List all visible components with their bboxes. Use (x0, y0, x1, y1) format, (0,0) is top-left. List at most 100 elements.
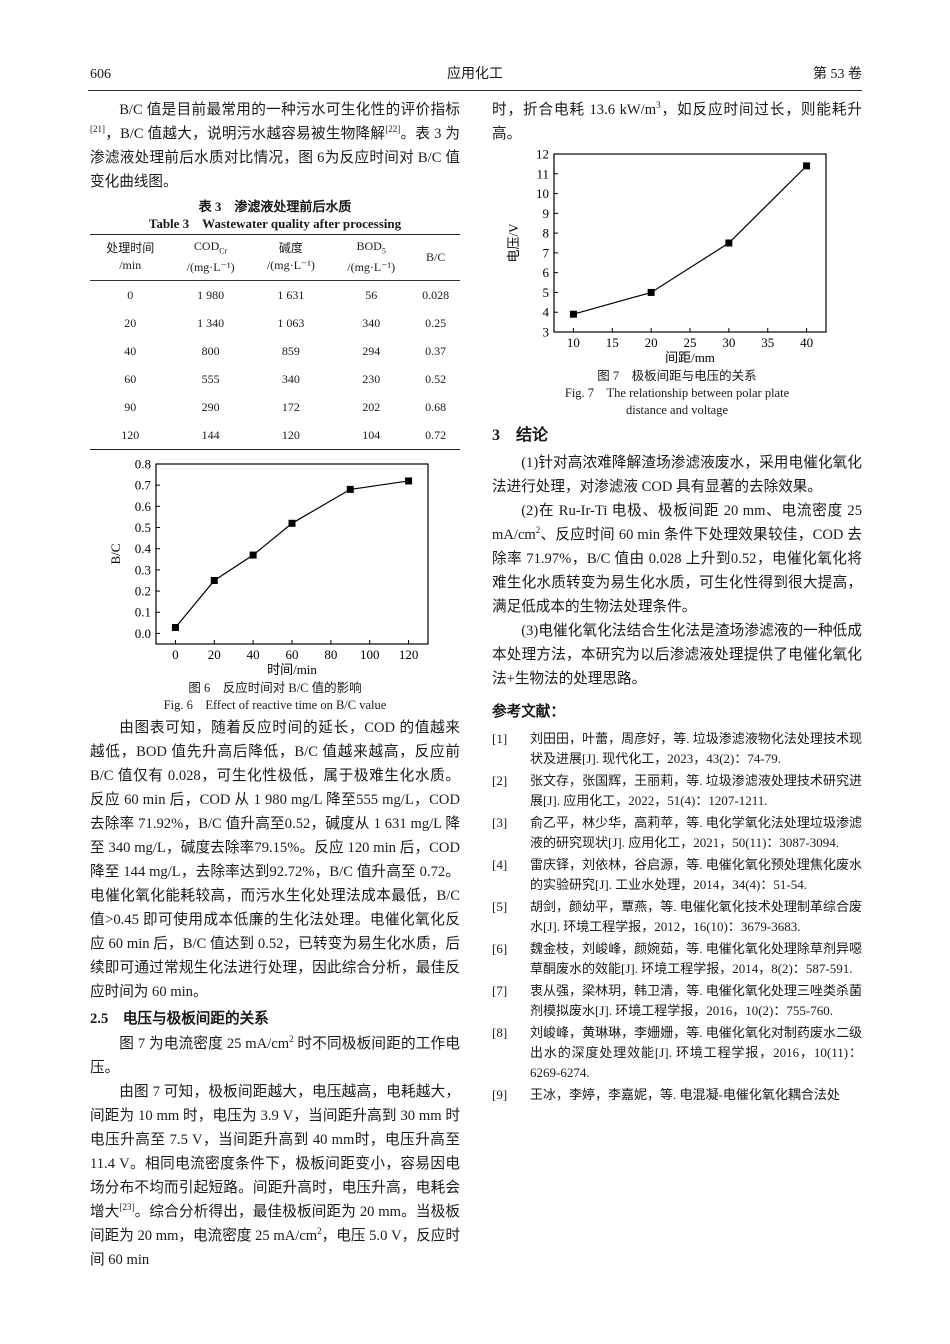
table-cell: 56 (365, 288, 378, 303)
superscript: 2 (289, 1034, 294, 1045)
text: B/C 值是目前最常用的一种污水可生化性的评价指标 (119, 102, 460, 118)
reference-text: 胡剑，颜幼平，覃燕，等. 电催化氧化技术处理制革综合废水[J]. 环境工程学报，… (530, 899, 862, 934)
data-point-marker (803, 162, 811, 170)
text: 图 7 为电流密度 25 mA/cm (119, 1036, 290, 1053)
y-tick-label: 0.6 (135, 499, 152, 514)
left-column: B/C 值是目前最常用的一种污水可生化性的评价指标 [21]，B/C 值越大，说明… (90, 98, 460, 1272)
x-tick-label: 40 (247, 647, 260, 662)
x-axis-label: 间距/mm (665, 350, 715, 365)
y-tick-label: 12 (536, 147, 549, 162)
conclusion-3: (3)电催化氧化法结合生化法是渣场渗滤液的一种低成本处理方法，本研究为以后渗滤液… (492, 623, 862, 687)
reference-item: [1] 刘田田，叶蕾，周彦好，等. 垃圾渗滤液物化法处理技术现状及进展[J]. 现… (492, 729, 862, 769)
reference-text: 刘峻峰，黄琳琳，李姗姗，等. 电催化氧化对制药废水二级出水的深度处理效能[J].… (530, 1025, 862, 1080)
table-cell: 1 340 (197, 316, 225, 331)
table-row: 120 144 120 104 0.72 (90, 421, 460, 451)
text: 由图 7 可知，极板间距越大，电压越高，电耗越大，间距为 10 mm 时，电压为… (90, 1084, 460, 1221)
series-line (174, 480, 409, 629)
y-axis-label: 电压/V (506, 223, 521, 263)
y-tick-label: 7 (543, 245, 550, 260)
y-tick-label: 8 (543, 226, 550, 241)
table-cell: 20 (124, 316, 137, 331)
text: (2)在 Ru-Ir-Ti 电极、极板间距 20 mm、电流密度 25 mA/c… (492, 503, 862, 543)
series-line (573, 165, 807, 315)
table-cell: 340 (281, 372, 300, 387)
x-tick-label: 15 (606, 335, 619, 350)
table-row: 40 800 859 294 0.37 (90, 337, 460, 365)
table-cell: 0.25 (425, 316, 447, 331)
reference-item: [8] 刘峻峰，黄琳琳，李姗姗，等. 电催化氧化对制药废水二级出水的深度处理效能[… (492, 1023, 862, 1083)
x-tick-label: 100 (360, 647, 380, 662)
table-cell: 0 (127, 288, 134, 303)
x-tick-label: 20 (208, 647, 221, 662)
table-cell: 90 (124, 400, 137, 415)
plot-frame (553, 153, 827, 333)
paragraph-voltage-analysis: 由图 7 可知，极板间距越大，电压越高，电耗越大，间距为 10 mm 时，电压为… (90, 1080, 460, 1272)
reference-text: 王冰，李婷，李嘉妮，等. 电混凝-电催化氧化耦合法处 (530, 1087, 840, 1102)
citation: [22] (385, 124, 401, 135)
section-heading-2-5: 2.5 电压与极板间距的关系 (90, 1011, 269, 1028)
reference-text: 雷庆铎，刘依林，谷启源，等. 电催化氧化预处理焦化废水的实验研究[J]. 工业水… (530, 857, 862, 892)
y-tick-label: 6 (543, 265, 550, 280)
figure-7-caption-en: Fig. 7 The relationship between polar pl… (564, 386, 790, 400)
conclusion-2: (2)在 Ru-Ir-Ti 电极、极板间距 20 mm、电流密度 25 mA/c… (492, 499, 862, 619)
figure-7-caption-cn: 图 7 极板间距与电压的关系 (597, 369, 757, 383)
table-title-en: Table 3 Wastewater quality after process… (148, 216, 402, 231)
data-point-marker (405, 477, 413, 485)
paragraph-fig7-intro: 图 7 为电流密度 25 mA/cm2 时不同极板间距的工作电压。 (90, 1032, 460, 1080)
y-tick-label: 0.5 (135, 520, 151, 535)
y-tick-label: 0.1 (135, 605, 151, 620)
table-row: 60 555 340 230 0.52 (90, 365, 460, 393)
x-tick-label: 60 (286, 647, 299, 662)
table-cell: 104 (331, 421, 412, 451)
data-point-marker (569, 310, 577, 318)
references-heading: 参考文献： (492, 704, 565, 720)
table-3: 处理时间/min CODCr/(mg·L⁻¹) 碱度/(mg·L⁻¹) BOD5… (90, 234, 460, 451)
table-cell: 40 (124, 344, 137, 359)
col-header-bc: B/C (411, 234, 460, 282)
data-point-marker (288, 520, 296, 528)
reference-item: [2] 张文存，张国辉，王丽莉，等. 垃圾渗滤液处理技术研究进展[J]. 应用化工… (492, 771, 862, 811)
col-header-time: 处理时间/min (90, 234, 171, 282)
reference-number: [5] (492, 899, 508, 914)
text: 时，折合电耗 13.6 kW/m (492, 102, 657, 118)
page-number: 606 (90, 67, 111, 82)
paragraph-bc-intro: B/C 值是目前最常用的一种污水可生化性的评价指标 [21]，B/C 值越大，说明… (90, 98, 460, 194)
reference-number: [8] (492, 1025, 508, 1040)
y-tick-label: 0.2 (135, 584, 151, 599)
table-cell: 800 (201, 344, 220, 359)
table-row: 20 1 340 1 063 340 0.25 (90, 309, 460, 337)
reference-text: 刘田田，叶蕾，周彦好，等. 垃圾渗滤液物化法处理技术现状及进展[J]. 现代化工… (530, 731, 862, 766)
reference-item: [5] 胡剑，颜幼平，覃燕，等. 电催化氧化技术处理制革综合废水[J]. 环境工程… (492, 897, 862, 937)
table-row: 90 290 172 202 0.68 (90, 393, 460, 421)
data-point-marker (725, 239, 733, 247)
text: 、反应时间 60 min 条件下处理效果较佳，COD 去除率 71.97%，B/… (492, 527, 862, 615)
y-tick-label: 4 (543, 305, 550, 320)
reference-number: [6] (492, 941, 508, 956)
text: ，B/C 值越大，说明污水越容易被生物降解 (105, 126, 386, 142)
table-cell: 294 (362, 344, 381, 359)
y-tick-label: 0.3 (135, 563, 151, 578)
table-cell: 0.68 (425, 400, 447, 415)
reference-number: [1] (492, 731, 508, 746)
figure-6-chart: 0 20 40 60 80 100 120 0.0 0.1 0.2 0.3 0.4 0.5 0.6 0.7 0… (108, 457, 429, 677)
y-tick-label: 11 (536, 166, 549, 181)
y-tick-label: 0.0 (135, 626, 151, 641)
reference-text: 俞乙平，林少华，高莉苹，等. 电化学氧化法处理垃圾渗滤液的研究现状[J]. 应用… (530, 815, 862, 850)
y-tick-label: 10 (536, 186, 549, 201)
table-cell: 0.028 (422, 288, 450, 303)
reference-list: [1] 刘田田，叶蕾，周彦好，等. 垃圾渗滤液物化法处理技术现状及进展[J]. 现… (492, 729, 862, 1107)
y-axis-label: B/C (108, 544, 123, 565)
reference-item: [9] 王冰，李婷，李嘉妮，等. 电混凝-电催化氧化耦合法处 (492, 1085, 862, 1105)
conclusion-1: (1)针对高浓难降解渣场渗滤液废水，采用电催化氧化法进行处理，对渗滤液 COD … (492, 455, 862, 495)
x-tick-label: 40 (800, 335, 813, 350)
data-point-marker (210, 577, 218, 585)
reference-number: [9] (492, 1087, 508, 1102)
reference-text: 衷从强，梁林玥，韩卫清，等. 电催化氧化处理三唑类杀菌剂模拟废水[J]. 环境工… (530, 983, 862, 1018)
figure-6-caption-cn: 图 6 反应时间对 B/C 值的影响 (188, 681, 362, 696)
paragraph-analysis: 由图表可知，随着反应时间的延长，COD 的值越来越低，BOD 值先升高后降低，B… (90, 720, 460, 1001)
table-cell: 0.72 (411, 421, 460, 451)
x-tick-label: 10 (567, 335, 580, 350)
text: 时不同极板间距的工作电压。 (90, 1036, 460, 1077)
table-cell: 202 (362, 400, 381, 415)
reference-text: 魏金枝，刘峻峰，颜婉茹，等. 电催化氧化处理除草剂异噁草酮废水的效能[J]. 环… (530, 941, 862, 976)
